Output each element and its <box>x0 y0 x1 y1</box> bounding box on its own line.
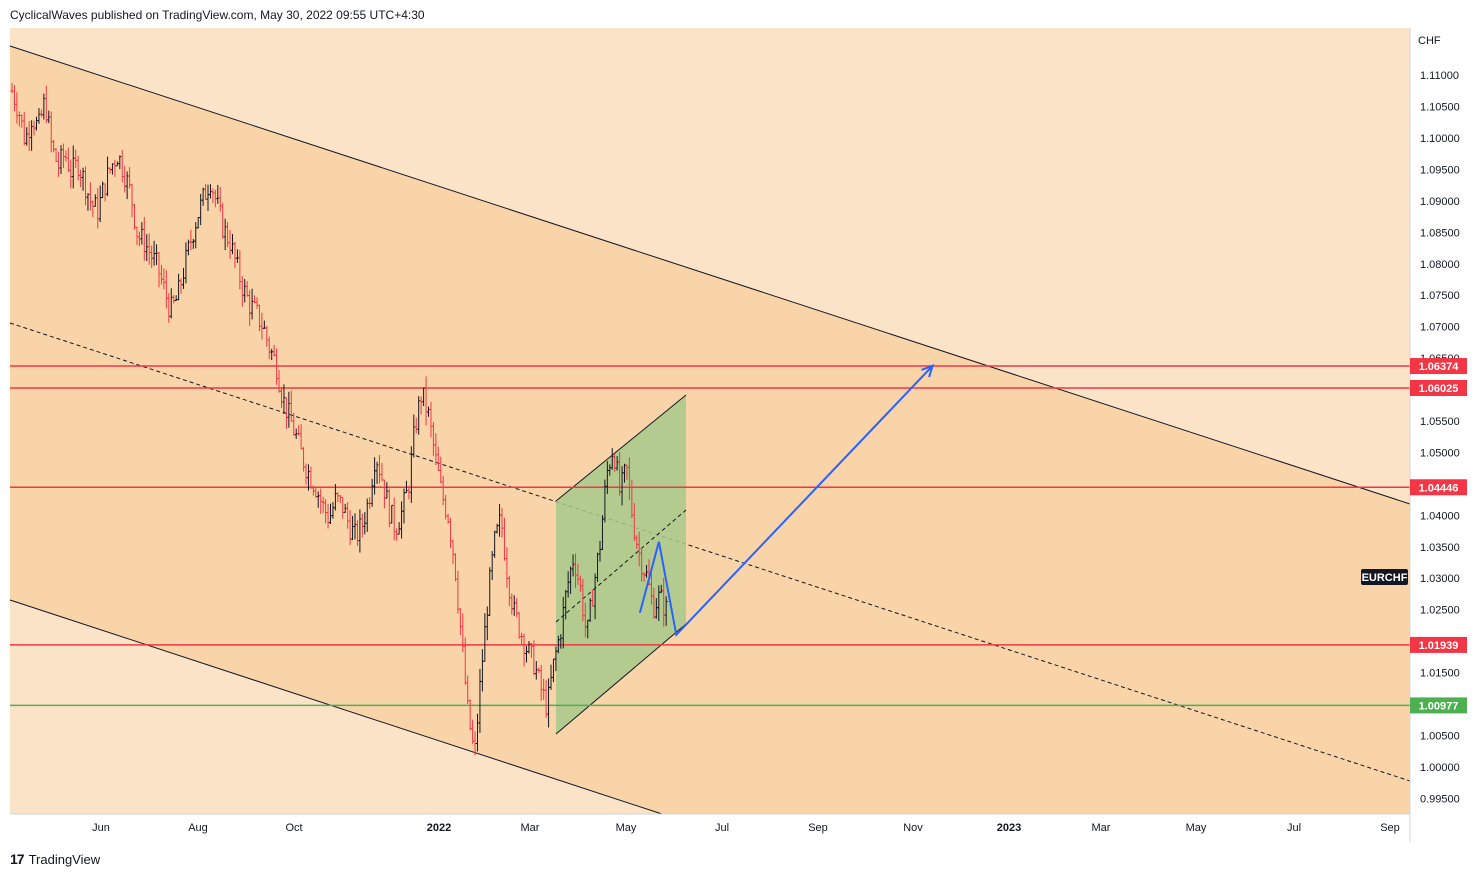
footer: 17 TradingView <box>10 851 100 867</box>
y-tick-label: 1.03000 <box>1420 573 1460 585</box>
x-tick-label: Aug <box>188 822 208 834</box>
y-axis-labels: 1.11000 1.10500 1.10000 1.09500 1.09000 1.085… <box>1420 70 1460 805</box>
x-tick-label: Sep <box>1380 822 1400 834</box>
currency-label: CHF <box>1418 35 1441 47</box>
x-tick-label: Jul <box>715 822 729 834</box>
falling-channel-fill <box>10 46 1410 814</box>
publisher-caption: CyclicalWaves published on TradingView.c… <box>10 8 425 22</box>
rising-channel-midline <box>555 509 687 623</box>
price-tag-text: 1.06025 <box>1419 383 1459 395</box>
x-tick-label: 2023 <box>997 822 1021 834</box>
price-tags: 1.06374 1.06025 1.04446 1.01939 1.00977 <box>1410 358 1467 714</box>
x-tick-label: Sep <box>808 822 828 834</box>
y-tick-label: 0.99500 <box>1420 793 1460 805</box>
price-tag-bg <box>1410 636 1467 653</box>
y-tick-label: 1.09500 <box>1420 164 1460 176</box>
y-tick-label: 1.09000 <box>1420 196 1460 208</box>
y-tick-label: 1.10500 <box>1420 102 1460 114</box>
x-tick-label: Jul <box>1287 822 1301 834</box>
price-tag-text: 1.04446 <box>1419 482 1459 494</box>
price-tag-bg <box>1410 479 1467 496</box>
projection-path <box>638 364 935 637</box>
y-tick-label: 1.07000 <box>1420 322 1460 334</box>
y-tick-label: 1.11000 <box>1420 70 1459 82</box>
symbol-tag: EURCHF <box>1361 569 1408 585</box>
x-tick-label: Nov <box>903 822 923 834</box>
channel-upper-line <box>9 45 1411 505</box>
y-tick-label: 1.00000 <box>1420 762 1460 774</box>
price-bars <box>10 83 668 756</box>
tradingview-logo-icon: 17 <box>10 851 25 867</box>
rising-channel <box>555 394 687 735</box>
price-tag-bg <box>1410 379 1467 396</box>
x-tick-label: Oct <box>285 822 302 834</box>
price-tag-bg <box>1410 697 1467 714</box>
y-tick-label: 1.04000 <box>1420 510 1460 522</box>
horizontal-levels <box>10 365 1410 707</box>
y-tick-label: 1.10000 <box>1420 133 1460 145</box>
price-tag-bg <box>1410 358 1467 375</box>
y-tick-label: 1.01500 <box>1420 668 1460 680</box>
y-tick-label: 1.08500 <box>1420 227 1460 239</box>
y-tick-label: 1.02500 <box>1420 605 1460 617</box>
projection-arrowhead <box>921 364 935 378</box>
projection-line <box>638 364 934 637</box>
x-tick-label: Mar <box>1092 822 1111 834</box>
rising-channel-upper <box>555 394 687 502</box>
channel-lower-line <box>9 599 663 815</box>
x-tick-label: 2022 <box>427 822 451 834</box>
publisher-caption-text: CyclicalWaves published on TradingView.c… <box>10 8 425 22</box>
y-tick-label: 1.00500 <box>1420 730 1460 742</box>
tradingview-brand: TradingView <box>28 851 101 867</box>
symbol-tag-bg <box>1361 569 1408 585</box>
y-tick-label: 1.05000 <box>1420 447 1460 459</box>
x-tick-label: May <box>1186 822 1207 834</box>
symbol-tag-text: EURCHF <box>1362 572 1408 584</box>
y-tick-label: 1.05500 <box>1420 416 1460 428</box>
x-tick-label: Mar <box>521 822 540 834</box>
x-axis-labels: Jun Aug Oct 2022 Mar May Jul Sep Nov 2023 Mar May Ju… <box>92 822 1400 834</box>
x-tick-label: May <box>616 822 637 834</box>
x-tick-label: Jun <box>92 822 110 834</box>
price-tag-text: 1.00977 <box>1419 700 1459 712</box>
rising-channel-lower <box>555 623 687 735</box>
price-tag-text: 1.01939 <box>1419 640 1459 652</box>
y-tick-label: 1.08000 <box>1420 259 1460 271</box>
rising-channel-fill <box>556 395 686 734</box>
y-tick-label: 1.03500 <box>1420 542 1460 554</box>
price-tag-text: 1.06374 <box>1419 361 1460 373</box>
y-tick-label: 1.07500 <box>1420 290 1460 302</box>
